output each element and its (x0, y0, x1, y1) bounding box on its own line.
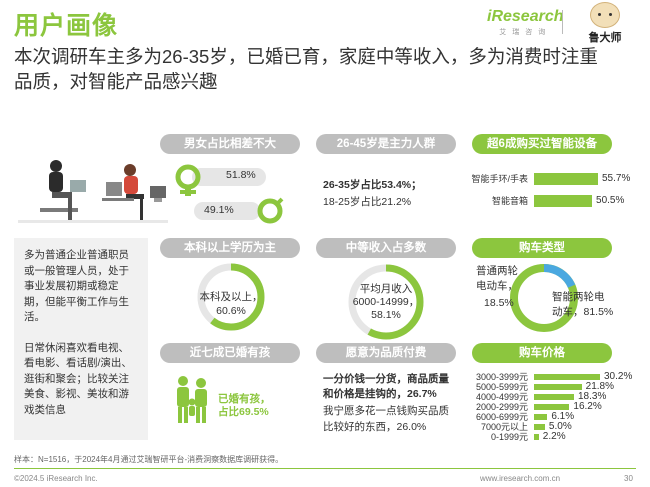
age-title: 26-45岁是主力人群 (316, 134, 456, 154)
page-section-title: 用户画像 (14, 12, 119, 40)
price-bar (534, 404, 570, 410)
price-value: 16.2% (573, 401, 602, 412)
income-donut (348, 264, 424, 340)
price-value: 18.3% (577, 391, 607, 402)
quality-line-3: 我宁愿多花一点钱购买品质 (323, 405, 449, 417)
price-row: 6000-6999元 6.1% (466, 411, 636, 423)
married-label: 已婚有孩， (218, 393, 271, 405)
price-value: 21.8% (585, 381, 614, 392)
price-bar (534, 414, 548, 420)
smart-device-row: 智能音箱 50.5% (466, 190, 636, 212)
cartype-title: 购车类型 (472, 238, 612, 258)
office-workers-illustration (18, 160, 168, 223)
cartype-normal-value: 18.5% (484, 297, 514, 309)
price-row: 2000-2999元 16.2% (466, 401, 636, 413)
smart-device-row: 智能手环/手表 55.7% (466, 168, 636, 190)
ludashi-logo: 鲁大师 (580, 2, 630, 45)
female-value: 51.8% (226, 169, 256, 181)
education-label: 本科及以上， (199, 291, 263, 303)
education-title: 本科以上学历为主 (160, 238, 300, 258)
price-row: 3000-3999元 30.2% (466, 371, 636, 383)
logo-divider (562, 10, 563, 34)
price-row: 5000-5999元 21.8% (466, 381, 636, 393)
quality-line-2: 和价格是挂钩的，26.7% (323, 388, 437, 400)
page-headline: 本次调研车主多为26-35岁，已婚已育，家庭中等收入，多为消费时注重品质，对智能… (14, 46, 598, 92)
cartype-smart-line-2: 动车，81.5% (552, 306, 614, 318)
sample-footnote: 样本：N=1516，于2024年4月通过艾瑞智研平台-消费洞察数据库调研获得。 (14, 455, 284, 464)
price-row: 4000-4999元 18.3% (466, 391, 636, 403)
price-label: 4000-4999元 (475, 392, 528, 402)
price-bar (534, 384, 582, 390)
price-label: 7000元以上 (480, 422, 528, 432)
male-bar (194, 202, 261, 220)
cartype-donut (510, 264, 578, 332)
smart-device-bar (534, 173, 598, 185)
user-description-box: 多为普通企业普通职员或一般管理人员，处于事业发展初期或稳定期，但能平衡工作与生活… (14, 238, 148, 440)
married-value: 占比69.5% (218, 406, 269, 418)
cartype-normal-line-2: 电动车， (476, 280, 518, 292)
smart-device-title: 超6成购买过智能设备 (472, 134, 612, 154)
price-value: 6.1% (551, 411, 575, 422)
price-label: 2000-2999元 (475, 402, 528, 412)
smart-device-value: 55.7% (602, 173, 631, 184)
quality-line-4: 比较好的东西，26.0% (323, 421, 427, 433)
education-value: 60.6% (216, 305, 246, 317)
education-donut (197, 263, 265, 331)
partner-name: 鲁大师 (588, 32, 622, 44)
gender-title: 男女占比相差不大 (160, 134, 300, 154)
price-label: 5000-5999元 (475, 382, 528, 392)
copyright: ©2024.5 iResearch Inc. (14, 474, 98, 483)
smart-device-label: 智能手环/手表 (471, 174, 528, 184)
female-bar (192, 168, 266, 186)
footer-divider (14, 468, 636, 469)
quality-line-1: 一分价钱一分货，商品质量 (323, 373, 449, 385)
price-title: 购车价格 (472, 343, 612, 363)
price-row: 0-1999元 2.2% (466, 431, 636, 443)
smart-device-label: 智能音箱 (491, 196, 528, 206)
cartype-normal-line-1: 普通两轮 (476, 265, 518, 277)
cartype-smart-line-1: 智能两轮电 (552, 291, 605, 303)
website: www.iresearch.com.cn (480, 474, 561, 483)
income-label-1: 平均月收入 (359, 283, 413, 295)
description-leisure: 日常休闲喜欢看电视、看电影、看话剧/演出、逛街和聚会；比较关注美食、影视、美妆和… (24, 341, 132, 416)
age-line-1: 26-35岁占比53.4%； (323, 179, 422, 191)
price-label: 0-1999元 (490, 432, 528, 442)
gender-chart (175, 164, 284, 224)
family-icon (177, 376, 207, 423)
price-row: 7000元以上 5.0% (466, 421, 636, 433)
price-value: 2.2% (542, 431, 566, 442)
price-bar (534, 374, 600, 380)
age-line-2: 18-25岁占比21.2% (323, 196, 412, 208)
logo-subtitle: 艾瑞咨询 (499, 29, 552, 36)
income-title: 中等收入占多数 (316, 238, 456, 258)
page-number: 30 (624, 474, 633, 483)
price-value: 5.0% (548, 421, 572, 432)
income-value: 58.1% (371, 309, 401, 321)
price-bar (534, 394, 574, 400)
mascot-face-icon (590, 2, 620, 28)
description-work: 多为普通企业普通职员或一般管理人员，处于事业发展初期或稳定期，但能平衡工作与生活… (24, 249, 129, 323)
price-bar (534, 424, 545, 430)
male-value: 49.1% (204, 204, 234, 216)
logo-text: iResearch (487, 8, 564, 25)
quality-title: 愿意为品质付费 (316, 343, 456, 363)
price-label: 6000-6999元 (475, 412, 528, 422)
smart-device-bar (534, 195, 593, 207)
price-label: 3000-3999元 (475, 372, 528, 382)
smart-device-value: 50.5% (596, 195, 625, 206)
cartype-normal-arc (510, 264, 578, 332)
price-bar (534, 434, 539, 440)
married-title: 近七成已婚有孩 (160, 343, 300, 363)
price-value: 30.2% (604, 371, 633, 382)
male-symbol-icon (257, 198, 283, 224)
income-label-2: 6000-14999， (352, 296, 420, 308)
iresearch-logo: iResearch 艾瑞咨询 (487, 8, 564, 37)
